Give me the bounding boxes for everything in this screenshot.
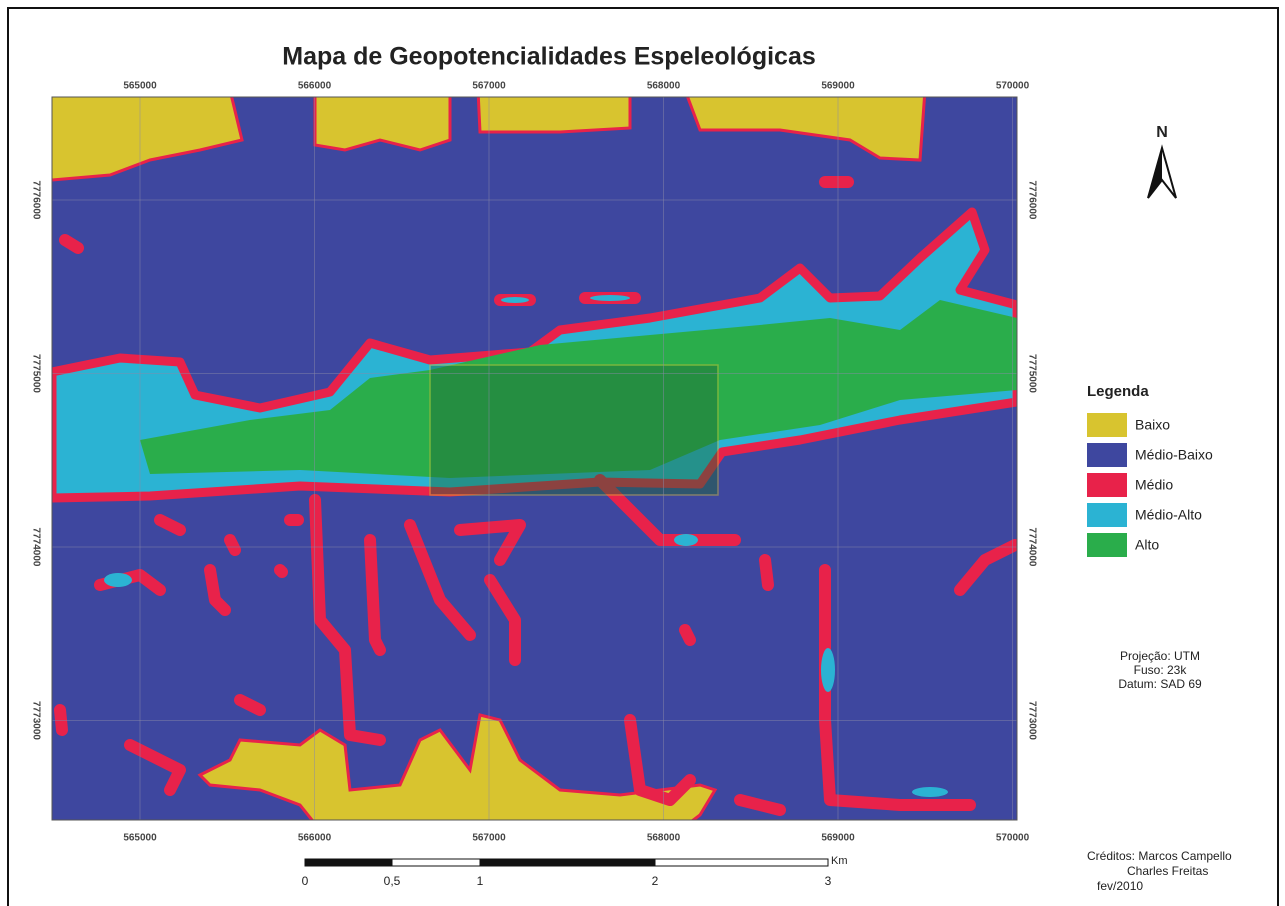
y-coord-label: 7773000: [30, 701, 41, 740]
legend-label: Alto: [1135, 537, 1159, 553]
legend-label: Baixo: [1135, 417, 1170, 433]
credit-line: fev/2010: [1097, 879, 1143, 893]
scale-label: 0,5: [384, 874, 401, 888]
x-coord-label: 565000: [123, 833, 157, 844]
x-coord-label: 565000: [123, 81, 157, 92]
legend-label: Médio-Baixo: [1135, 447, 1213, 463]
legend-swatch: [1087, 473, 1127, 497]
x-coord-label: 567000: [472, 81, 506, 92]
legend-swatch: [1087, 413, 1127, 437]
credit-line: Charles Freitas: [1127, 864, 1208, 878]
legend-title: Legenda: [1087, 383, 1149, 400]
y-coord-label: 7776000: [30, 181, 41, 220]
scale-segment: [305, 859, 392, 866]
x-coord-label: 569000: [821, 81, 855, 92]
projection-line: Datum: SAD 69: [1118, 677, 1202, 691]
map-title: Mapa de Geopotencialidades Espeleológica…: [282, 43, 816, 71]
north-label: N: [1156, 124, 1168, 141]
y-coord-label: 7773000: [1026, 701, 1037, 740]
scale-segment: [392, 859, 480, 866]
x-coord-label: 568000: [647, 81, 681, 92]
x-coord-label: 570000: [996, 81, 1030, 92]
x-coord-label: 567000: [472, 833, 506, 844]
legend-swatch: [1087, 503, 1127, 527]
legend-label: Médio-Alto: [1135, 507, 1202, 523]
map: [40, 90, 1017, 830]
y-coord-label: 7776000: [1026, 181, 1037, 220]
x-coord-label: 569000: [821, 833, 855, 844]
scale-segment: [480, 859, 655, 866]
legend-label: Médio: [1135, 477, 1173, 493]
y-coord-label: 7774000: [1026, 528, 1037, 567]
y-coord-label: 7775000: [1026, 354, 1037, 393]
scale-unit: Km: [831, 855, 848, 867]
scale-label: 1: [477, 874, 484, 888]
map-page: Mapa de Geopotencialidades Espeleológica…: [0, 0, 1285, 906]
credit-line: Créditos: Marcos Campello: [1087, 849, 1232, 863]
scale-label: 0: [302, 874, 309, 888]
x-coord-label: 568000: [647, 833, 681, 844]
y-coord-label: 7774000: [30, 528, 41, 567]
legend-swatch: [1087, 443, 1127, 467]
y-coord-label: 7775000: [30, 354, 41, 393]
projection-line: Projeção: UTM: [1120, 649, 1200, 663]
legend-swatch: [1087, 533, 1127, 557]
projection-line: Fuso: 23k: [1134, 663, 1188, 677]
x-coord-label: 566000: [298, 833, 332, 844]
scale-label: 3: [825, 874, 832, 888]
scale-label: 2: [652, 874, 659, 888]
satellite-overlay: [430, 365, 718, 495]
x-coord-label: 566000: [298, 81, 332, 92]
x-coord-label: 570000: [996, 833, 1030, 844]
scale-segment: [655, 859, 828, 866]
